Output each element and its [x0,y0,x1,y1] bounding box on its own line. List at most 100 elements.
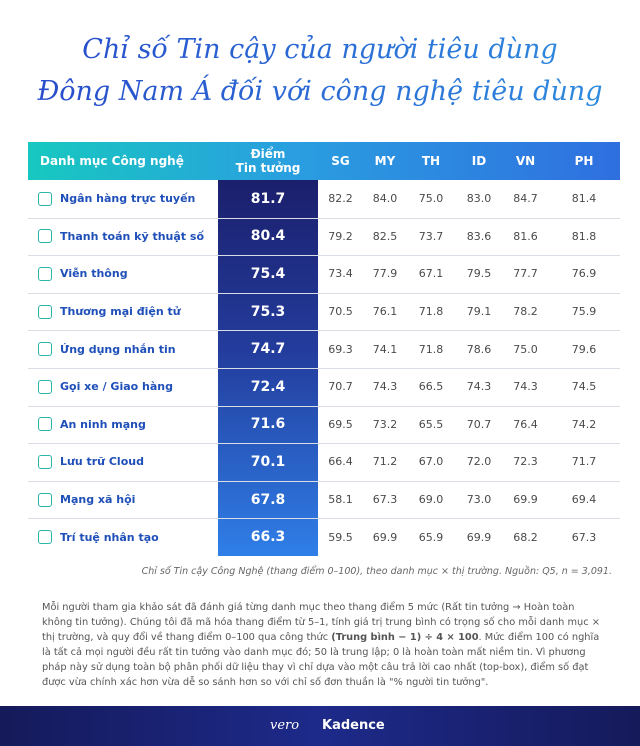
market-score: 70.7 [328,380,353,394]
icon [38,417,52,432]
trust-score: 75.3 [250,303,286,320]
row-separator [28,368,620,369]
trust-score: 81.7 [250,190,286,207]
market-score: 69.0 [418,493,444,507]
row-separator [28,292,620,294]
paragraph: Mỗi người tham gia khảo sát đã đánh giá … [42,600,602,690]
market-score: 83.6 [466,229,492,243]
market-score: 79.6 [571,342,597,356]
market-score: 69.9 [513,493,538,507]
market-score: 79.5 [466,267,492,281]
market-score: 71.8 [418,305,444,319]
market-score: 75.0 [418,192,444,206]
category: Ngân hàng trực tuyến [60,192,196,206]
market-score: 74.3 [372,380,398,394]
category: Lưu trữ Cloud [60,455,144,469]
market-score: 72.0 [466,455,492,469]
trust-score: 74.7 [250,341,286,358]
logo: Kadence [322,718,385,733]
market-score: 84.0 [372,192,398,206]
market-score: 81.6 [513,229,538,243]
market-score: 70.5 [328,305,353,319]
footer: vero Kadence [0,706,640,746]
market-score: 81.8 [571,229,597,243]
icon [38,229,52,244]
market-score: 74.1 [372,342,398,356]
market-score: 84.7 [513,192,538,206]
market-score: 67.0 [418,455,444,469]
title-line: Chỉ số Tin cậy của người tiêu dùng [0,30,640,70]
column-header: Điểm Tin tưởng [235,147,301,175]
market-score: 65.9 [418,530,444,544]
category: Thanh toán kỹ thuật số [60,229,204,243]
market-score: 77.9 [372,267,398,281]
market-score: 67.3 [372,493,398,507]
market-score: 69.5 [328,417,353,431]
category: Viễn thông [60,267,128,281]
market-score: 78.2 [513,305,538,319]
column-header: Danh mục Công nghệ [40,154,184,168]
market-score: 71.7 [571,455,597,469]
row-separator [28,330,620,332]
logo: vero [270,718,300,733]
market-score: 70.7 [466,417,492,431]
category: Trí tuệ nhân tạo [60,530,159,544]
trust-score: 72.4 [250,378,286,395]
column-header: SG [331,154,350,168]
market-score: 79.2 [328,229,353,243]
row-separator [28,443,620,445]
category: Gọi xe / Giao hàng [60,380,173,394]
icon [38,304,52,319]
market-score: 71.8 [418,342,444,356]
market-score: 67.3 [571,530,597,544]
icon [38,455,52,469]
column-header: ID [471,154,487,168]
icon [38,379,52,394]
category: Thương mại điện tử [60,305,181,319]
market-score: 69.3 [328,342,353,356]
market-score: 83.0 [466,192,492,206]
market-score: 78.6 [466,342,492,356]
trust-score: 71.6 [250,416,286,433]
icon [38,191,52,206]
trust-score: 66.3 [250,529,286,546]
trust-score: 70.1 [250,453,286,470]
market-score: 69.9 [372,530,398,544]
column-header: VN [515,154,536,168]
market-score: 73.0 [466,493,492,507]
category: Mạng xã hội [60,493,136,507]
market-score: 81.4 [571,192,597,206]
market-score: 74.2 [571,417,597,431]
market-score: 69.4 [571,493,597,507]
market-score: 82.2 [328,192,353,206]
row-separator [28,518,620,520]
column-header: TH [421,154,441,168]
table-header [28,142,620,180]
market-score: 68.2 [513,530,538,544]
market-score: 72.3 [513,455,538,469]
market-score: 58.1 [328,493,353,507]
icon [38,267,52,281]
market-score: 79.1 [466,305,492,319]
market-score: 66.4 [328,455,353,469]
category: Ứng dụng nhắn tin [60,342,176,356]
market-score: 75.0 [513,342,538,356]
market-score: 69.9 [466,530,492,544]
market-score: 76.1 [372,305,398,319]
market-score: 74.3 [513,380,538,394]
row-separator [28,255,620,257]
column-header: PH [574,154,594,168]
icon [38,530,52,545]
icon [38,492,52,507]
market-score: 74.3 [466,380,492,394]
title-line: Đông Nam Á đối với công nghệ tiêu dùng [0,72,640,112]
icon [38,342,52,357]
market-score: 67.1 [418,267,444,281]
row-separator [28,405,620,407]
market-score: 73.2 [372,417,398,431]
market-score: 66.5 [418,380,444,394]
row-separator [28,480,620,482]
trust-score: 67.8 [250,491,286,508]
market-score: 59.5 [328,530,353,544]
